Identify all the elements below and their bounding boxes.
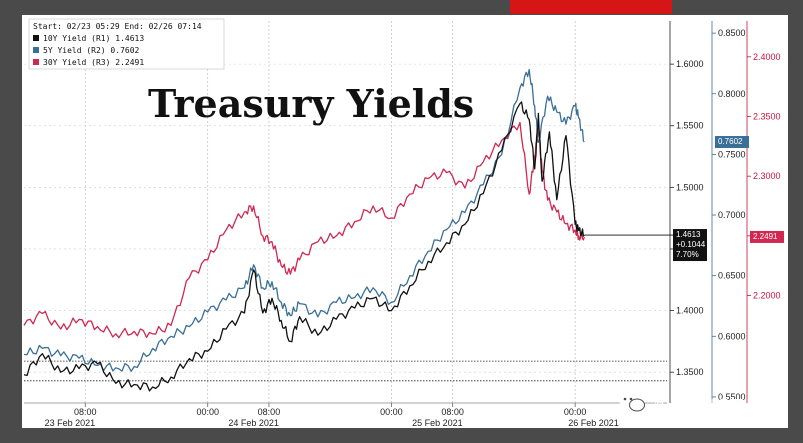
y-tick-label-r3-4: 2.2000 — [753, 291, 781, 301]
y-tick-label-r2-4: 0.6500 — [718, 271, 746, 281]
last-value-tag-text-r3-0: 2.2491 — [753, 232, 778, 241]
x-date-label-3: 26 Feb 2021 — [568, 418, 619, 428]
legend-item-5y: 5Y Yield (R2) 0.7602 — [43, 46, 140, 55]
y-tick-label-r3-2: 2.3000 — [753, 171, 781, 181]
legend-swatch-10y — [33, 35, 39, 41]
x-tick-label-2: 08:00 — [258, 407, 281, 417]
y-tick-label-r1-4: 1.4000 — [676, 306, 704, 316]
x-tick-label-5: 00:00 — [564, 407, 587, 417]
last-value-tag-r2 — [715, 136, 749, 149]
legend-range-label: Start: 02/23 05:29 End: 02/26 07:14 — [33, 22, 202, 31]
y-tick-label-r3-0: 2.4000 — [753, 52, 781, 62]
y-tick-label-r1-5: 1.3500 — [676, 367, 704, 377]
legend-swatch-30y — [33, 59, 39, 65]
y-tick-label-r1-1: 1.5500 — [676, 121, 704, 131]
x-tick-label-1: 00:00 — [196, 407, 219, 417]
y-tick-label-r3-1: 2.3500 — [753, 112, 781, 122]
y-tick-label-r2-2: 0.7500 — [718, 149, 746, 159]
chart-panel: 08:00 00:00 08:00 00:00 08:00 00:00 23 Feb 202… — [22, 15, 788, 428]
reference-lines — [24, 360, 667, 382]
last-value-tag-text-r1-1: +0.1044 — [676, 240, 706, 249]
series-lines — [23, 68, 675, 392]
x-date-label-2: 25 Feb 2021 — [412, 418, 463, 428]
legend-swatch-5y — [33, 47, 39, 53]
legend-item-30y: 30Y Yield (R3) 2.2491 — [43, 58, 144, 67]
series-line-10y-yield — [23, 101, 585, 392]
treasury-yields-chart: 08:00 00:00 08:00 00:00 08:00 00:00 23 Feb 202… — [23, 18, 784, 428]
x-tick-label-0: 08:00 — [74, 407, 97, 417]
y-tick-label-r2-6: 0.5500 — [718, 392, 746, 402]
y-axes: 1.60001.55001.50001.45001.40001.35000.85… — [669, 21, 781, 403]
x-date-label-1: 24 Feb 2021 — [228, 418, 279, 428]
y-tick-label-r1-2: 1.5000 — [676, 182, 704, 192]
y-tick-label-r2-1: 0.8000 — [718, 89, 746, 99]
legend-box: Start: 02/23 05:29 End: 02/26 07:14 10Y … — [28, 18, 225, 70]
x-date-label-0: 23 Feb 2021 — [45, 418, 96, 428]
last-value-tag-r3 — [750, 230, 784, 243]
x-tick-label-3: 00:00 — [380, 407, 403, 417]
y-tick-label-r2-3: 0.7000 — [718, 210, 746, 220]
x-tick-label-4: 08:00 — [441, 407, 464, 417]
last-value-tag-text-r1-2: 7.70% — [676, 250, 699, 259]
legend-item-10y: 10Y Yield (R1) 1.4613 — [43, 34, 144, 43]
series-line-30y-yield — [23, 121, 585, 339]
last-value-tag-text-r1-0: 1.4613 — [676, 230, 701, 239]
last-value-tag-r1 — [673, 229, 707, 262]
series-line-5y-yield — [23, 68, 585, 372]
y-tick-label-r2-0: 0.8500 — [718, 28, 746, 38]
x-axis: 08:00 00:00 08:00 00:00 08:00 00:00 23 Feb 202… — [24, 402, 667, 428]
y-tick-label-r1-0: 1.6000 — [676, 59, 704, 69]
chart-grid — [24, 21, 667, 403]
top-red-bar — [510, 0, 672, 14]
y-tick-label-r2-5: 0.6000 — [718, 331, 746, 341]
chart-title: Treasury Yields — [148, 81, 474, 126]
last-value-tag-text-r2-0: 0.7602 — [718, 137, 743, 146]
